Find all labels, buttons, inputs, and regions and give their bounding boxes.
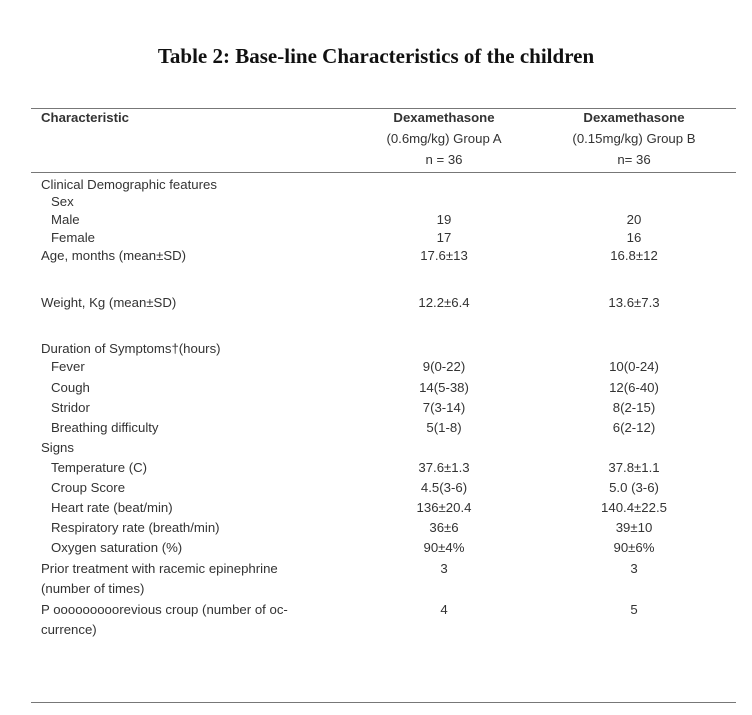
- row-oxygen-group-b: 90±6%: [613, 540, 655, 555]
- section-clinical: Clinical Demographic features: [41, 177, 217, 192]
- header-group-a-drug: Dexamethasone: [393, 110, 495, 125]
- row-resp-group-a: 36±6: [429, 520, 459, 535]
- row-breathing-group-a: 5(1-8): [426, 420, 462, 435]
- row-male-group-b: 20: [626, 212, 642, 227]
- row-female-group-a: 17: [436, 230, 452, 245]
- row-age-group-a: 17.6±13: [420, 248, 468, 263]
- header-group-a-dose: (0.6mg/kg) Group A: [386, 131, 502, 146]
- row-male-group-a: 19: [436, 212, 452, 227]
- row-female-group-b: 16: [626, 230, 642, 245]
- row-stridor-group-a: 7(3-14): [422, 400, 466, 415]
- row-stridor-group-b: 8(2-15): [612, 400, 656, 415]
- row-temperature-group-b: 37.8±1.1: [608, 460, 660, 475]
- row-cough-group-b: 12(6-40): [609, 380, 659, 395]
- row-female-label: Female: [51, 230, 95, 245]
- row-weight-group-b: 13.6±7.3: [608, 295, 660, 310]
- row-previous-label-line1: P ooooooooorevious croup (number of oc-: [41, 602, 288, 617]
- header-group-b-drug: Dexamethasone: [583, 110, 685, 125]
- row-temperature-group-a: 37.6±1.3: [418, 460, 470, 475]
- row-fever-label: Fever: [51, 359, 85, 374]
- row-prior-label-line2: (number of times): [41, 581, 145, 596]
- row-male-label: Male: [51, 212, 80, 227]
- row-prior-group-a: 3: [440, 561, 448, 576]
- row-previous-group-b: 5: [630, 602, 638, 617]
- row-oxygen-label: Oxygen saturation (%): [51, 540, 183, 555]
- row-cough-label: Cough: [51, 380, 90, 395]
- row-heart-label: Heart rate (beat/min): [51, 500, 173, 515]
- table-title: Table 2: Base-line Characteristics of th…: [157, 44, 595, 68]
- subsection-sex: Sex: [51, 194, 74, 209]
- row-weight-group-a: 12.2±6.4: [418, 295, 470, 310]
- header-rule: [31, 172, 736, 173]
- row-prior-label-line1: Prior treatment with racemic epinephrine: [41, 561, 278, 576]
- row-croup-group-a: 4.5(3-6): [420, 480, 468, 495]
- row-prior-group-b: 3: [630, 561, 638, 576]
- row-breathing-group-b: 6(2-12): [612, 420, 656, 435]
- row-stridor-label: Stridor: [51, 400, 90, 415]
- row-heart-group-a: 136±20.4: [416, 500, 472, 515]
- row-resp-label: Respiratory rate (breath/min): [51, 520, 220, 535]
- row-oxygen-group-a: 90±4%: [423, 540, 465, 555]
- row-fever-group-b: 10(0-24): [609, 359, 659, 374]
- row-age-label: Age, months (mean±SD): [41, 248, 187, 263]
- row-previous-label-line2: currence): [41, 622, 97, 637]
- row-fever-group-a: 9(0-22): [422, 359, 466, 374]
- header-group-b-dose: (0.15mg/kg) Group B: [572, 131, 696, 146]
- row-croup-group-b: 5.0 (3-6): [609, 480, 659, 495]
- row-croup-label: Croup Score: [51, 480, 126, 495]
- section-signs: Signs: [41, 440, 74, 455]
- section-duration: Duration of Symptoms†(hours): [41, 341, 221, 356]
- header-characteristic: Characteristic: [41, 110, 129, 125]
- header-group-a-n: n = 36: [425, 152, 463, 167]
- table-top-rule: [31, 108, 736, 109]
- row-previous-group-a: 4: [440, 602, 448, 617]
- row-breathing-label: Breathing difficulty: [51, 420, 159, 435]
- row-resp-group-b: 39±10: [615, 520, 653, 535]
- row-cough-group-a: 14(5-38): [419, 380, 469, 395]
- row-temperature-label: Temperature (C): [51, 460, 148, 475]
- row-age-group-b: 16.8±12: [610, 248, 658, 263]
- table-bottom-rule: [31, 702, 736, 703]
- header-group-b-n: n= 36: [617, 152, 651, 167]
- row-heart-group-b: 140.4±22.5: [601, 500, 667, 515]
- row-weight-label: Weight, Kg (mean±SD): [41, 295, 177, 310]
